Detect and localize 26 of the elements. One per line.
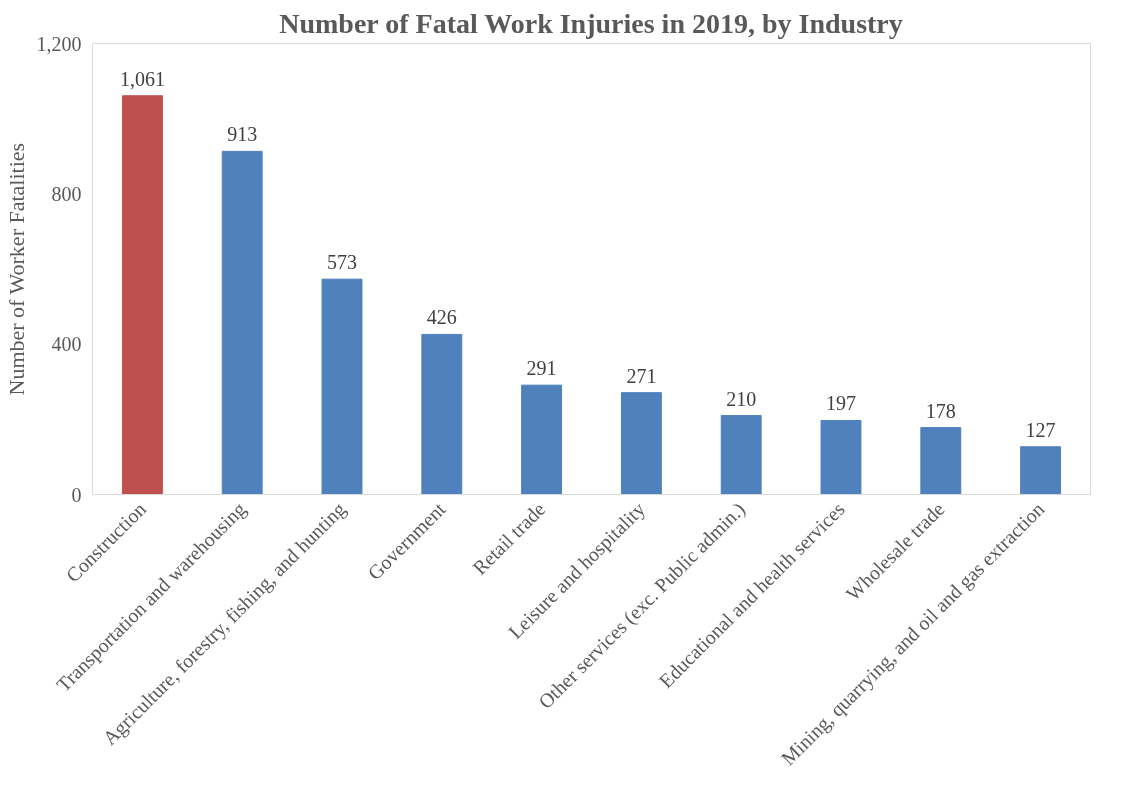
data-label: 913 bbox=[227, 123, 258, 146]
bar bbox=[820, 419, 862, 495]
bar bbox=[720, 415, 762, 495]
bar bbox=[620, 392, 662, 495]
data-label: 127 bbox=[1025, 418, 1056, 441]
y-tick-label: 1,200 bbox=[36, 32, 82, 55]
data-label: 291 bbox=[526, 357, 557, 380]
data-label: 210 bbox=[726, 387, 757, 410]
y-tick-label: 400 bbox=[51, 333, 82, 356]
bar bbox=[121, 95, 163, 495]
y-tick-label: 800 bbox=[51, 182, 82, 205]
data-label: 426 bbox=[426, 306, 457, 329]
data-label: 1,061 bbox=[119, 67, 165, 90]
data-label: 197 bbox=[826, 392, 856, 415]
data-label: 573 bbox=[327, 251, 357, 274]
bar bbox=[521, 384, 563, 495]
data-label: 178 bbox=[925, 399, 956, 422]
y-tick-label: 0 bbox=[71, 483, 82, 506]
bar bbox=[920, 427, 962, 495]
y-axis-title: Number of Worker Fatalities bbox=[3, 142, 29, 396]
bar bbox=[221, 150, 263, 495]
chart-title: Number of Fatal Work Injuries in 2019, by Industry bbox=[279, 7, 903, 39]
bar bbox=[321, 278, 363, 495]
bar bbox=[1020, 446, 1062, 495]
data-label: 271 bbox=[626, 364, 657, 387]
bar bbox=[421, 333, 463, 495]
